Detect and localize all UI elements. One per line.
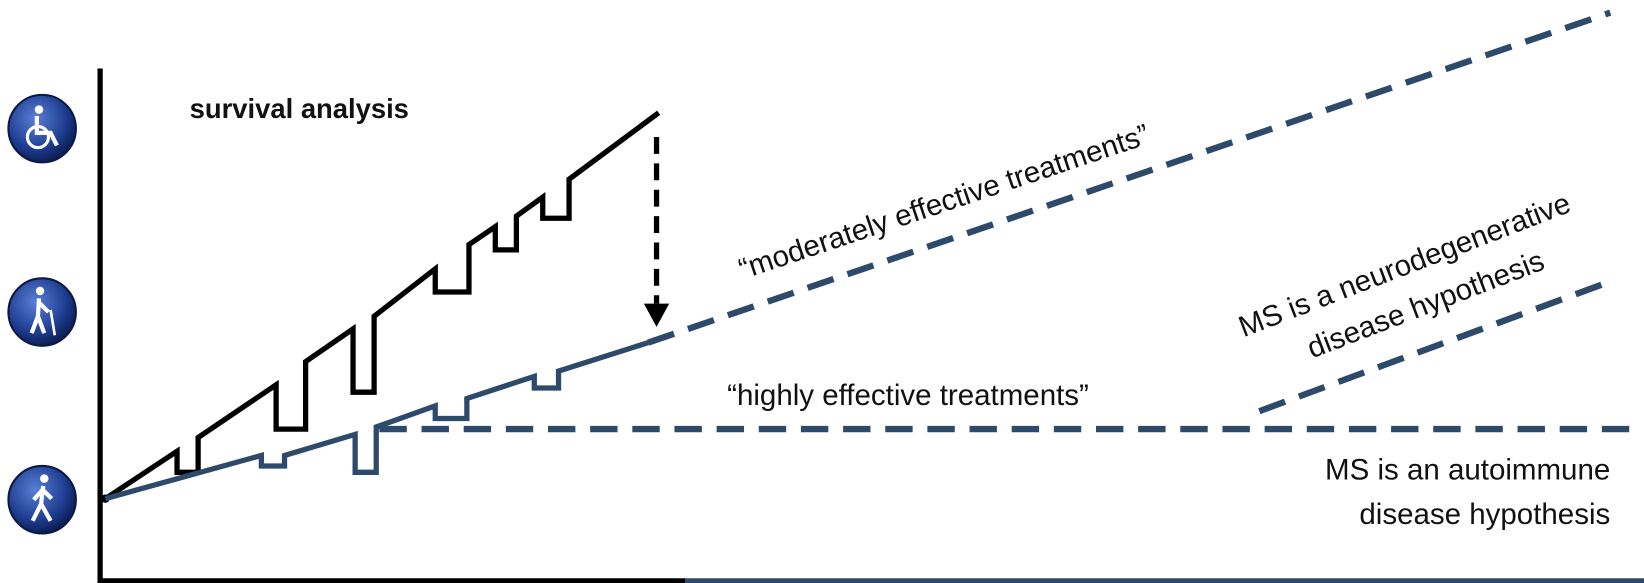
treated-curve xyxy=(104,340,649,502)
arrow-head xyxy=(643,303,670,327)
autoimmune-label-line2: disease hypothesis xyxy=(1359,498,1610,531)
moderate-label: “moderately effective treatments” xyxy=(735,118,1154,286)
survival-curve xyxy=(103,110,661,501)
title: survival analysis xyxy=(190,93,409,124)
wheelchair-icon xyxy=(7,93,77,164)
neurodegenerative-projection xyxy=(1258,278,1612,415)
high-label: “highly effective treatments” xyxy=(727,379,1089,412)
autoimmune-label-line1: MS is an autoimmune xyxy=(1325,454,1610,487)
moderate-projection xyxy=(647,9,1612,346)
cane-icon xyxy=(7,277,77,347)
walking-icon xyxy=(7,464,77,535)
